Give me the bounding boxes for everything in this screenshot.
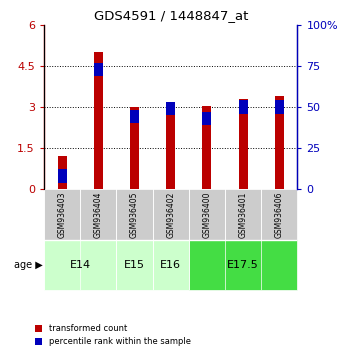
- Bar: [239, 99, 248, 189]
- Text: E17.5: E17.5: [227, 260, 259, 270]
- Bar: [57, 170, 67, 183]
- Bar: [275, 101, 284, 114]
- Bar: [152, 189, 189, 240]
- Bar: [130, 110, 139, 124]
- Title: GDS4591 / 1448847_at: GDS4591 / 1448847_at: [94, 9, 248, 22]
- Bar: [166, 103, 175, 189]
- Bar: [44, 189, 80, 240]
- Bar: [225, 189, 261, 240]
- Text: GSM936402: GSM936402: [166, 191, 175, 238]
- Bar: [116, 240, 152, 290]
- Text: GSM936404: GSM936404: [94, 191, 103, 238]
- Bar: [275, 96, 284, 189]
- Bar: [57, 156, 67, 189]
- Text: GSM936400: GSM936400: [202, 191, 211, 238]
- Bar: [202, 105, 212, 189]
- Text: E15: E15: [124, 260, 145, 270]
- Bar: [189, 189, 225, 240]
- Text: GSM936401: GSM936401: [239, 191, 248, 238]
- Bar: [261, 189, 297, 240]
- Bar: [116, 189, 152, 240]
- Text: GSM936403: GSM936403: [57, 191, 67, 238]
- Text: E16: E16: [160, 260, 181, 270]
- Bar: [94, 63, 103, 76]
- Legend: transformed count, percentile rank within the sample: transformed count, percentile rank withi…: [31, 321, 194, 350]
- Text: age ▶: age ▶: [15, 260, 43, 270]
- Bar: [130, 107, 139, 189]
- Bar: [80, 189, 116, 240]
- Bar: [189, 240, 297, 290]
- Bar: [166, 102, 175, 115]
- Bar: [152, 240, 189, 290]
- Bar: [239, 101, 248, 114]
- Bar: [202, 112, 212, 125]
- Bar: [44, 240, 116, 290]
- Text: E14: E14: [70, 260, 91, 270]
- Bar: [94, 52, 103, 189]
- Text: GSM936405: GSM936405: [130, 191, 139, 238]
- Text: GSM936406: GSM936406: [275, 191, 284, 238]
